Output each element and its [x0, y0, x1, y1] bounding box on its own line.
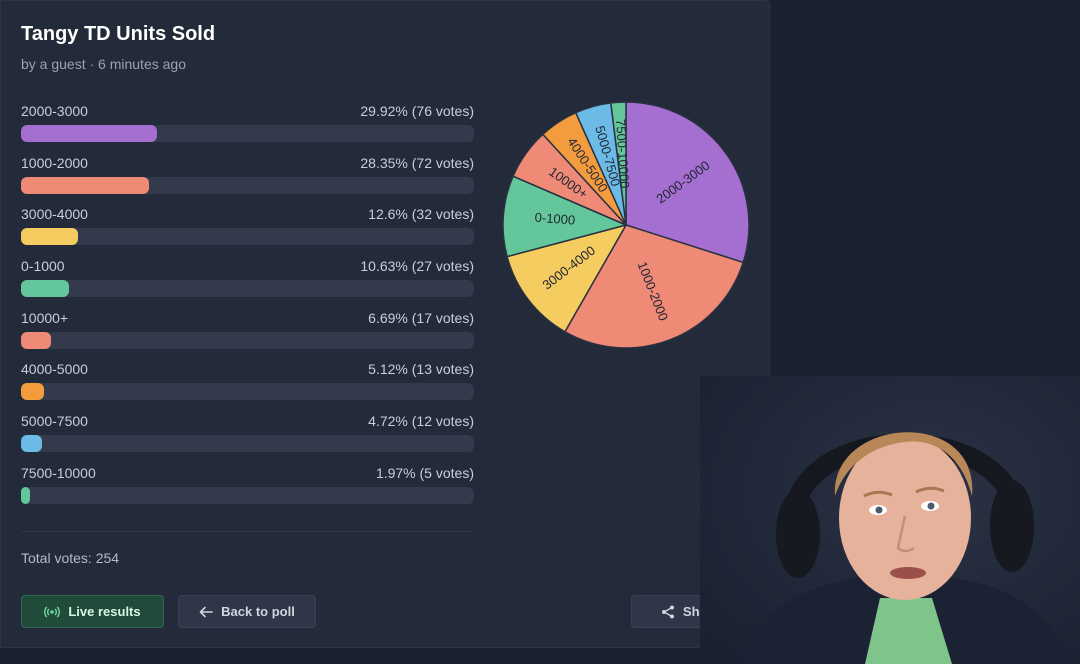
result-bar-fill — [21, 486, 30, 504]
live-results-button[interactable]: Live results — [21, 595, 164, 628]
result-bar-track — [21, 435, 474, 453]
result-bar-fill — [21, 383, 45, 401]
result-stat: 10.63% (27 votes) — [360, 258, 474, 275]
result-bar-track — [21, 486, 474, 504]
results-pie-chart: 2000-3000 1000-2000 3000-4000 0-1000 10000+ 4… — [499, 98, 753, 352]
result-label: 7500-10000 — [21, 464, 96, 481]
pie-slice — [609, 101, 627, 226]
result-label: 5000-7500 — [21, 413, 88, 430]
pie-slice — [625, 101, 750, 264]
back-to-poll-label: Back to poll — [221, 604, 295, 619]
result-row: 2000-3000 29.92% (76 votes) — [21, 103, 474, 155]
result-stat: 6.69% (17 votes) — [368, 309, 474, 326]
result-stat: 29.92% (76 votes) — [360, 103, 474, 119]
result-bar-track — [21, 383, 474, 401]
result-stat: 4.72% (12 votes) — [368, 413, 474, 430]
result-row: 3000-4000 12.6% (32 votes) — [21, 206, 474, 258]
result-bar-track — [21, 125, 474, 142]
result-label: 2000-3000 — [21, 103, 88, 119]
result-row: 10000+ 6.69% (17 votes) — [21, 310, 474, 362]
share-icon — [661, 605, 675, 619]
result-row: 7500-10000 1.97% (5 votes) — [21, 465, 474, 517]
result-bar-fill — [21, 280, 70, 298]
result-stat: 5.12% (13 votes) — [368, 361, 474, 378]
poll-results-card: Tangy TD Units Sold by a guest · 6 minut… — [0, 0, 770, 648]
webcam-person-image — [700, 376, 1080, 664]
results-list: 2000-3000 29.92% (76 votes) 1000-2000 28.35… — [21, 103, 474, 517]
result-bar-track — [21, 331, 474, 349]
result-label: 4000-5000 — [21, 361, 88, 378]
result-bar-fill — [21, 435, 43, 453]
result-bar-fill — [21, 228, 79, 246]
live-results-label: Live results — [68, 604, 141, 619]
result-label: 3000-4000 — [21, 206, 88, 223]
back-to-poll-button[interactable]: Back to poll — [178, 595, 316, 628]
result-stat: 28.35% (72 votes) — [360, 154, 474, 171]
result-bar-track — [21, 176, 474, 194]
result-stat: 1.97% (5 votes) — [375, 464, 474, 481]
result-bar-fill — [21, 331, 52, 349]
pie-slice — [506, 223, 628, 333]
result-bar-track — [21, 280, 474, 298]
result-row: 0-1000 10.63% (27 votes) — [21, 258, 474, 310]
result-bar-track — [21, 228, 474, 246]
poll-meta: by a guest · 6 minutes ago — [21, 56, 186, 72]
result-bar-fill — [21, 125, 157, 142]
result-label: 1000-2000 — [21, 154, 88, 171]
webcam-feed — [700, 376, 1080, 664]
arrow-left-icon — [199, 606, 213, 618]
pie-slice-label: 0-1000 — [534, 210, 575, 228]
result-label: 10000+ — [21, 309, 69, 326]
divider — [21, 531, 474, 532]
pie-svg: 2000-30001000-20003000-40000-100010000+4… — [502, 101, 750, 349]
pie-slice — [502, 175, 629, 258]
result-label: 0-1000 — [21, 258, 65, 275]
result-row: 1000-2000 28.35% (72 votes) — [21, 155, 474, 207]
pie-slice — [563, 224, 745, 349]
total-votes: Total votes: 254 — [21, 550, 120, 566]
result-stat: 12.6% (32 votes) — [368, 206, 474, 223]
result-row: 5000-7500 4.72% (12 votes) — [21, 413, 474, 465]
poll-title: Tangy TD Units Sold — [21, 23, 216, 45]
result-row: 4000-5000 5.12% (13 votes) — [21, 361, 474, 413]
broadcast-icon — [44, 605, 61, 619]
result-bar-fill — [21, 176, 150, 194]
pie-slice-label: 7500-10000 — [613, 119, 632, 189]
